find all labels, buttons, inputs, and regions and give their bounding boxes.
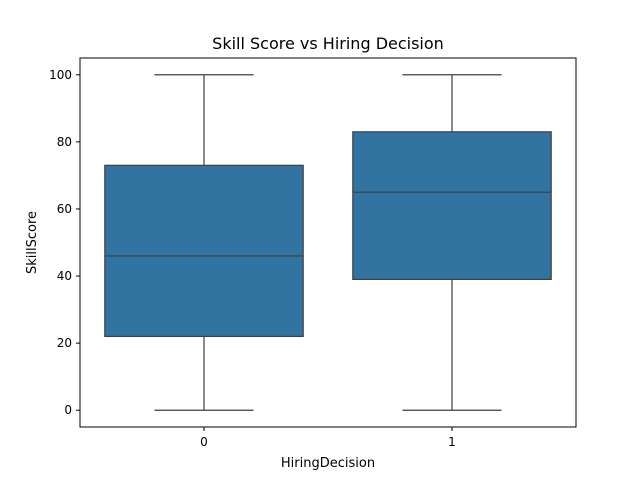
- box-group-1: [352, 74, 552, 411]
- y-axis: 0 20 40 60 80 100: [49, 68, 80, 417]
- box-iqr: [352, 131, 552, 281]
- box-group-0: [104, 74, 304, 411]
- y-tick-label: 100: [49, 68, 72, 82]
- y-tick-label: 0: [64, 403, 72, 417]
- x-tick-label: 0: [200, 435, 208, 449]
- y-axis-label: SkillScore: [25, 211, 40, 274]
- y-tick-label: 20: [57, 336, 72, 350]
- y-tick-label: 80: [57, 135, 72, 149]
- x-axis-label: HiringDecision: [281, 456, 375, 471]
- y-tick-label: 60: [57, 202, 72, 216]
- chart-title: Skill Score vs Hiring Decision: [212, 34, 444, 53]
- x-tick-label: 1: [448, 435, 456, 449]
- plot-frame: [79, 57, 577, 428]
- box-iqr: [104, 164, 304, 338]
- y-tick-label: 40: [57, 269, 72, 283]
- plot-area: [104, 74, 552, 411]
